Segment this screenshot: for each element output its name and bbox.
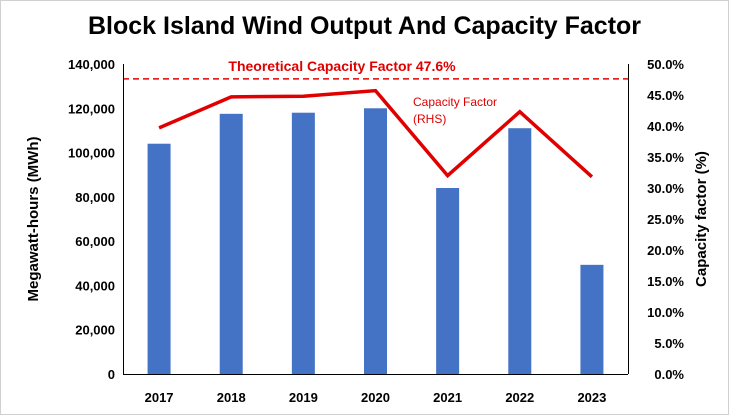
chart-title: Block Island Wind Output And Capacity Fa… (87, 12, 642, 40)
left-tick-label: 40,000 (75, 278, 115, 293)
left-tick-label: 80,000 (75, 190, 115, 205)
bar (147, 143, 171, 374)
x-tick-label: 2018 (217, 390, 246, 405)
right-tick-label: 15.0% (647, 274, 684, 289)
right-axis-title: Capacity factor (%) (693, 151, 710, 287)
x-tick-label: 2020 (361, 390, 390, 405)
capacity-factor-line (158, 88, 594, 179)
x-axis-ticks: 2017 2018 2019 2020 2021 2022 2023 (145, 390, 607, 405)
chart-labels: Theoretical Capacity Factor 47.6% Capaci… (25, 58, 710, 301)
bar (364, 108, 387, 375)
x-tick-label: 2019 (289, 390, 318, 405)
right-tick-label: 10.0% (647, 305, 684, 320)
right-tick-label: 50.0% (647, 57, 684, 72)
x-tick-label: 2023 (577, 390, 606, 405)
left-tick-label: 100,000 (68, 146, 115, 161)
bar (436, 188, 460, 374)
x-tick-label: 2021 (433, 390, 462, 405)
reference-line-label: Theoretical Capacity Factor 47.6% (228, 58, 456, 74)
right-axis-ticks: 0.0% 5.0% 10.0% 15.0% 20.0% 25.0% 30.0% 35.0% 40… (647, 57, 684, 382)
capacity-factor-series-label-line2: (RHS) (413, 112, 446, 126)
bar (219, 113, 243, 375)
right-tick-label: 30.0% (647, 181, 684, 196)
x-tick-label: 2022 (505, 390, 534, 405)
right-tick-label: 40.0% (647, 119, 684, 134)
left-tick-label: 60,000 (75, 234, 115, 249)
left-axis-title: Megawatt-hours (MWh) (25, 137, 42, 302)
line-series (123, 78, 628, 179)
right-tick-label: 45.0% (647, 88, 684, 103)
right-tick-label: 0.0% (654, 367, 684, 382)
left-axis-ticks: 0 20,000 40,000 60,000 80,000 100,000 120,000 1… (68, 57, 115, 382)
right-tick-label: 35.0% (647, 150, 684, 165)
left-tick-label: 140,000 (68, 57, 115, 72)
right-tick-label: 5.0% (654, 336, 684, 351)
x-tick-label: 2017 (145, 390, 174, 405)
left-tick-label: 20,000 (75, 323, 115, 338)
bar (580, 264, 604, 374)
left-tick-label: 0 (108, 367, 115, 382)
capacity-factor-series-label-line1: Capacity Factor (413, 95, 497, 109)
bar-series (147, 108, 604, 375)
bar (508, 128, 532, 374)
left-tick-label: 120,000 (68, 101, 115, 116)
right-tick-label: 25.0% (647, 212, 684, 227)
bar (291, 112, 315, 374)
right-tick-label: 20.0% (647, 243, 684, 258)
